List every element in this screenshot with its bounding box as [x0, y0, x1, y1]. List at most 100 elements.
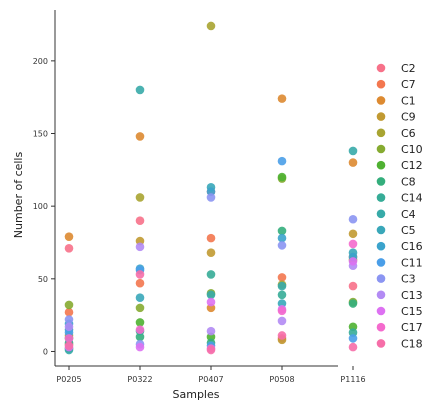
- legend-item: C16: [376, 240, 423, 253]
- legend-label: C13: [401, 289, 423, 302]
- legend-label: C8: [401, 175, 416, 188]
- legend-label: C1: [401, 94, 416, 107]
- data-point: [277, 306, 287, 316]
- data-point: [206, 21, 216, 31]
- data-point: [135, 216, 145, 225]
- data-point: [135, 85, 145, 95]
- legend-item: C8: [376, 175, 416, 188]
- legend-item: C3: [376, 273, 416, 286]
- data-point: [348, 299, 358, 308]
- legend-label: C14: [401, 192, 423, 205]
- data-point: [64, 334, 74, 343]
- legend-label: C2: [401, 62, 416, 75]
- legend-marker: [376, 306, 386, 316]
- x-tick-label: P0508: [269, 375, 294, 384]
- legend-label: C10: [401, 143, 423, 156]
- legend-label: C7: [401, 78, 416, 91]
- data-point: [348, 229, 358, 239]
- legend-item: C2: [376, 62, 416, 75]
- legend-marker: [376, 79, 386, 89]
- legend-item: C4: [376, 208, 416, 221]
- legend-item: C9: [376, 111, 416, 124]
- legend-marker: [376, 128, 386, 138]
- legend-marker: [376, 290, 386, 300]
- y-axis-label: Number of cells: [12, 152, 25, 239]
- legend-marker: [376, 112, 386, 121]
- legend-item: C13: [376, 289, 423, 302]
- data-point: [348, 342, 358, 352]
- data-point: [64, 244, 74, 253]
- data-point: [277, 273, 287, 282]
- data-point: [206, 193, 216, 202]
- data-point: [64, 322, 74, 332]
- legend-label: C3: [401, 273, 416, 286]
- y-tick-label: 50: [38, 275, 48, 284]
- legend-item: C10: [376, 143, 423, 156]
- legend-marker: [376, 274, 386, 283]
- legend-item: C17: [376, 321, 423, 334]
- data-point: [348, 257, 358, 266]
- legend-marker: [376, 225, 386, 235]
- data-point: [277, 172, 287, 182]
- x-tick-label: P0322: [127, 375, 152, 384]
- data-point: [277, 316, 287, 326]
- data-point: [135, 242, 145, 252]
- legend-label: C9: [401, 111, 416, 124]
- legend: C2 C7 C1 C9 C6 C10 C12 C8 C14 C4 C5 C16 C11 C3 C13 C15 C…: [376, 62, 423, 350]
- data-point: [348, 158, 358, 167]
- legend-item: C15: [376, 305, 423, 318]
- legend-marker: [376, 322, 386, 332]
- legend-label: C17: [401, 321, 423, 334]
- data-point: [135, 193, 145, 202]
- legend-item: C12: [376, 159, 423, 172]
- data-point: [206, 290, 216, 300]
- data-point: [348, 281, 358, 291]
- legend-marker: [376, 209, 386, 219]
- legend-item: C11: [376, 256, 423, 269]
- legend-item: C6: [376, 127, 416, 140]
- legend-item: C1: [376, 94, 416, 107]
- legend-item: C5: [376, 224, 416, 237]
- data-point: [277, 94, 287, 103]
- data-point: [277, 290, 287, 300]
- data-point: [64, 315, 74, 324]
- data-point: [348, 334, 358, 343]
- data-point: [135, 325, 145, 334]
- x-tick-label: P0407: [198, 375, 223, 384]
- legend-item: C7: [376, 78, 416, 91]
- plot-area: 0 50 100 150 200 P0205 P0322 P0407 P0508 P1116: [33, 10, 366, 384]
- legend-marker: [376, 177, 386, 186]
- legend-marker: [376, 144, 386, 154]
- data-point: [135, 293, 145, 303]
- data-points: [64, 21, 358, 355]
- data-point: [135, 318, 145, 327]
- legend-label: C5: [401, 224, 416, 237]
- legend-label: C6: [401, 127, 416, 140]
- data-point: [135, 303, 145, 313]
- legend-marker: [376, 193, 386, 202]
- legend-marker: [376, 96, 386, 105]
- data-point: [206, 270, 216, 279]
- data-point: [135, 342, 145, 352]
- data-point: [206, 345, 216, 355]
- data-point: [277, 233, 287, 243]
- y-tick-label: 100: [33, 202, 48, 211]
- y-tick-label: 150: [33, 130, 48, 139]
- y-tick-label: 200: [33, 57, 48, 66]
- x-tick-label: P0205: [56, 375, 81, 384]
- data-point: [135, 132, 145, 141]
- legend-label: C12: [401, 159, 423, 172]
- x-axis-label: Samples: [173, 388, 220, 401]
- legend-item: C18: [376, 337, 423, 350]
- data-point: [277, 331, 287, 340]
- data-point: [277, 226, 287, 236]
- legend-marker: [376, 160, 386, 170]
- data-point: [64, 307, 74, 317]
- data-point: [206, 326, 216, 336]
- legend-label: C11: [401, 256, 423, 269]
- legend-label: C15: [401, 305, 423, 318]
- legend-marker: [376, 241, 386, 251]
- data-point: [206, 297, 216, 307]
- data-point: [348, 214, 358, 224]
